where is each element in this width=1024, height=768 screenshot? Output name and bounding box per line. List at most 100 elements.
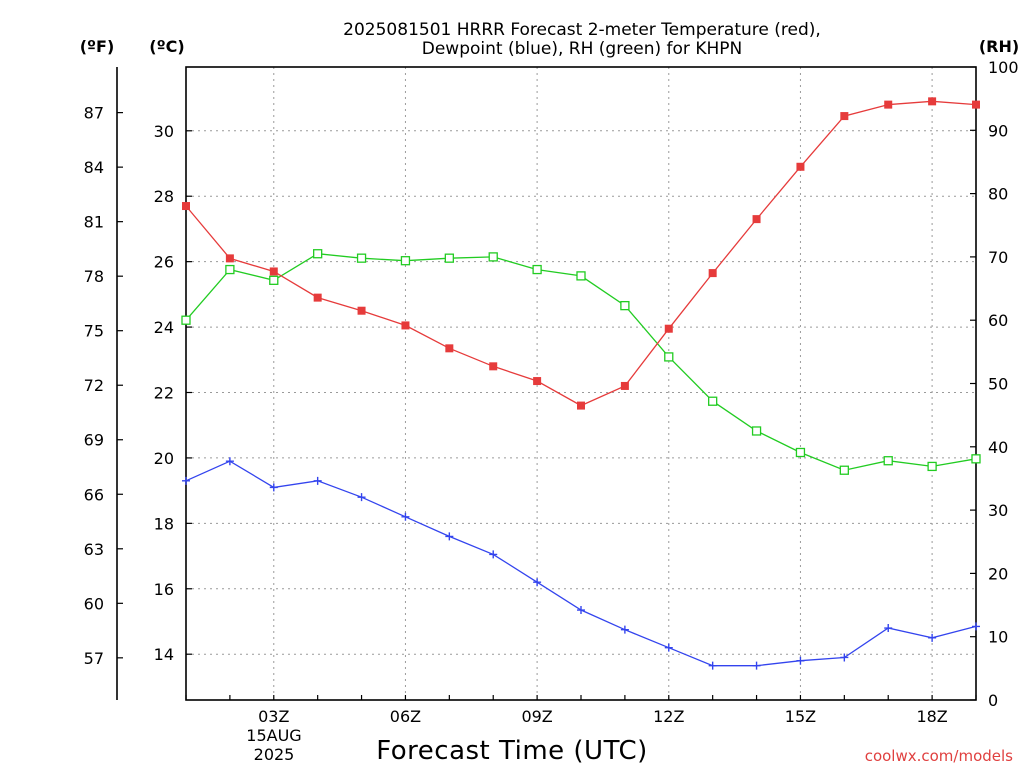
rh-point [708,396,718,406]
temperature-point [620,381,629,390]
temperature-point [489,362,498,371]
rh-point [751,426,762,436]
dewpoint-point [972,622,980,631]
celsius-axis-unit: (ºC) [149,37,184,56]
temperature-point [225,254,234,263]
celsius-tick-label: 28 [154,187,174,206]
temperature-point [664,324,673,333]
rh-point [795,447,806,458]
temperature-point [928,97,937,106]
rh-point [620,300,630,311]
fahrenheit-tick-label: 72 [84,376,104,395]
time-tick-label: 09Z [521,707,552,726]
rh-point [356,253,367,263]
temperature-point [533,377,542,386]
temperature-point [796,162,805,171]
date-label-day: 15AUG [246,726,301,745]
celsius-tick-label: 26 [154,253,174,272]
temperature-point [577,401,585,410]
temperature-line [185,100,977,407]
date-label-year: 2025 [254,745,295,764]
rh-point [664,352,674,362]
dewpoint-line [185,460,977,667]
fahrenheit-axis-unit: (ºF) [80,37,115,56]
rh-tick-label: 30 [988,501,1008,520]
dewpoint-point [840,653,849,662]
dewpoint-point [225,457,234,466]
fahrenheit-tick-label: 66 [84,485,104,504]
x-axis-label: Forecast Time (UTC) [376,736,648,766]
temperature-point [182,202,190,211]
grid-lines [186,67,976,700]
dewpoint-point [752,661,761,670]
series-layer [181,97,981,670]
celsius-tick-label: 24 [154,318,174,337]
fahrenheit-tick-label: 69 [84,431,104,450]
dewpoint-series [182,457,980,670]
fahrenheit-axis-ticks: 57 60 63 66 69 72 75 78 81 84 87 [84,104,123,668]
plot-area-frame [185,66,977,701]
dewpoint-point [577,606,585,615]
rh-point [532,264,542,275]
temperature-point [884,100,893,109]
rh-axis-unit: (RH) [979,37,1019,56]
rh-series [181,249,981,475]
rh-point [576,271,586,281]
fahrenheit-tick-label: 81 [84,213,104,232]
dewpoint-point [269,483,278,492]
temperature-point [840,112,849,121]
temperature-point [269,267,278,276]
temperature-series [182,97,980,410]
time-tick-label: 18Z [916,707,947,726]
rh-tick-label: 50 [988,375,1008,394]
rh-tick-label: 80 [988,185,1008,204]
celsius-tick-label: 20 [154,449,174,468]
rh-point [225,264,235,275]
fahrenheit-tick-label: 75 [84,322,104,341]
celsius-tick-label: 14 [154,645,174,664]
fahrenheit-tick-label: 57 [84,649,104,668]
time-axis-ticks: 03Z 06Z 09Z 12Z 15Z 18Z [185,695,977,726]
rh-point [181,315,191,325]
time-tick-label: 15Z [785,707,816,726]
dewpoint-point [445,532,454,541]
fahrenheit-tick-label: 78 [84,267,104,286]
time-tick-label: 03Z [258,707,289,726]
credit-label: coolwx.com/models [865,747,1013,765]
temperature-point [401,321,410,330]
temperature-point [972,100,980,109]
rh-point [839,465,849,475]
rh-point [927,461,937,472]
dewpoint-point [533,578,542,587]
rh-line [185,253,977,471]
rh-tick-label: 0 [988,691,998,710]
dewpoint-point [489,550,498,559]
dewpoint-point [401,512,410,521]
rh-tick-label: 100 [988,58,1019,77]
rh-point [400,256,411,266]
dewpoint-point [313,476,322,485]
celsius-tick-label: 18 [154,514,174,533]
rh-tick-label: 60 [988,311,1008,330]
fahrenheit-tick-label: 60 [84,594,104,613]
rh-point [883,456,893,466]
temperature-point [752,215,761,224]
dewpoint-point [708,661,717,670]
celsius-tick-label: 30 [154,122,174,141]
celsius-tick-label: 22 [154,383,174,402]
rh-tick-label: 40 [988,438,1008,457]
temperature-point [357,306,366,315]
dewpoint-point [182,476,190,485]
dewpoint-point [928,633,937,642]
temperature-point [708,269,717,278]
fahrenheit-tick-label: 84 [84,158,104,177]
dewpoint-point [796,656,805,665]
dewpoint-point [357,493,366,502]
temperature-point [445,344,454,353]
rh-tick-label: 10 [988,628,1008,647]
rh-tick-label: 20 [988,564,1008,583]
rh-point [488,252,498,262]
dewpoint-point [620,625,629,634]
rh-point [444,253,454,263]
dewpoint-point [664,643,673,652]
